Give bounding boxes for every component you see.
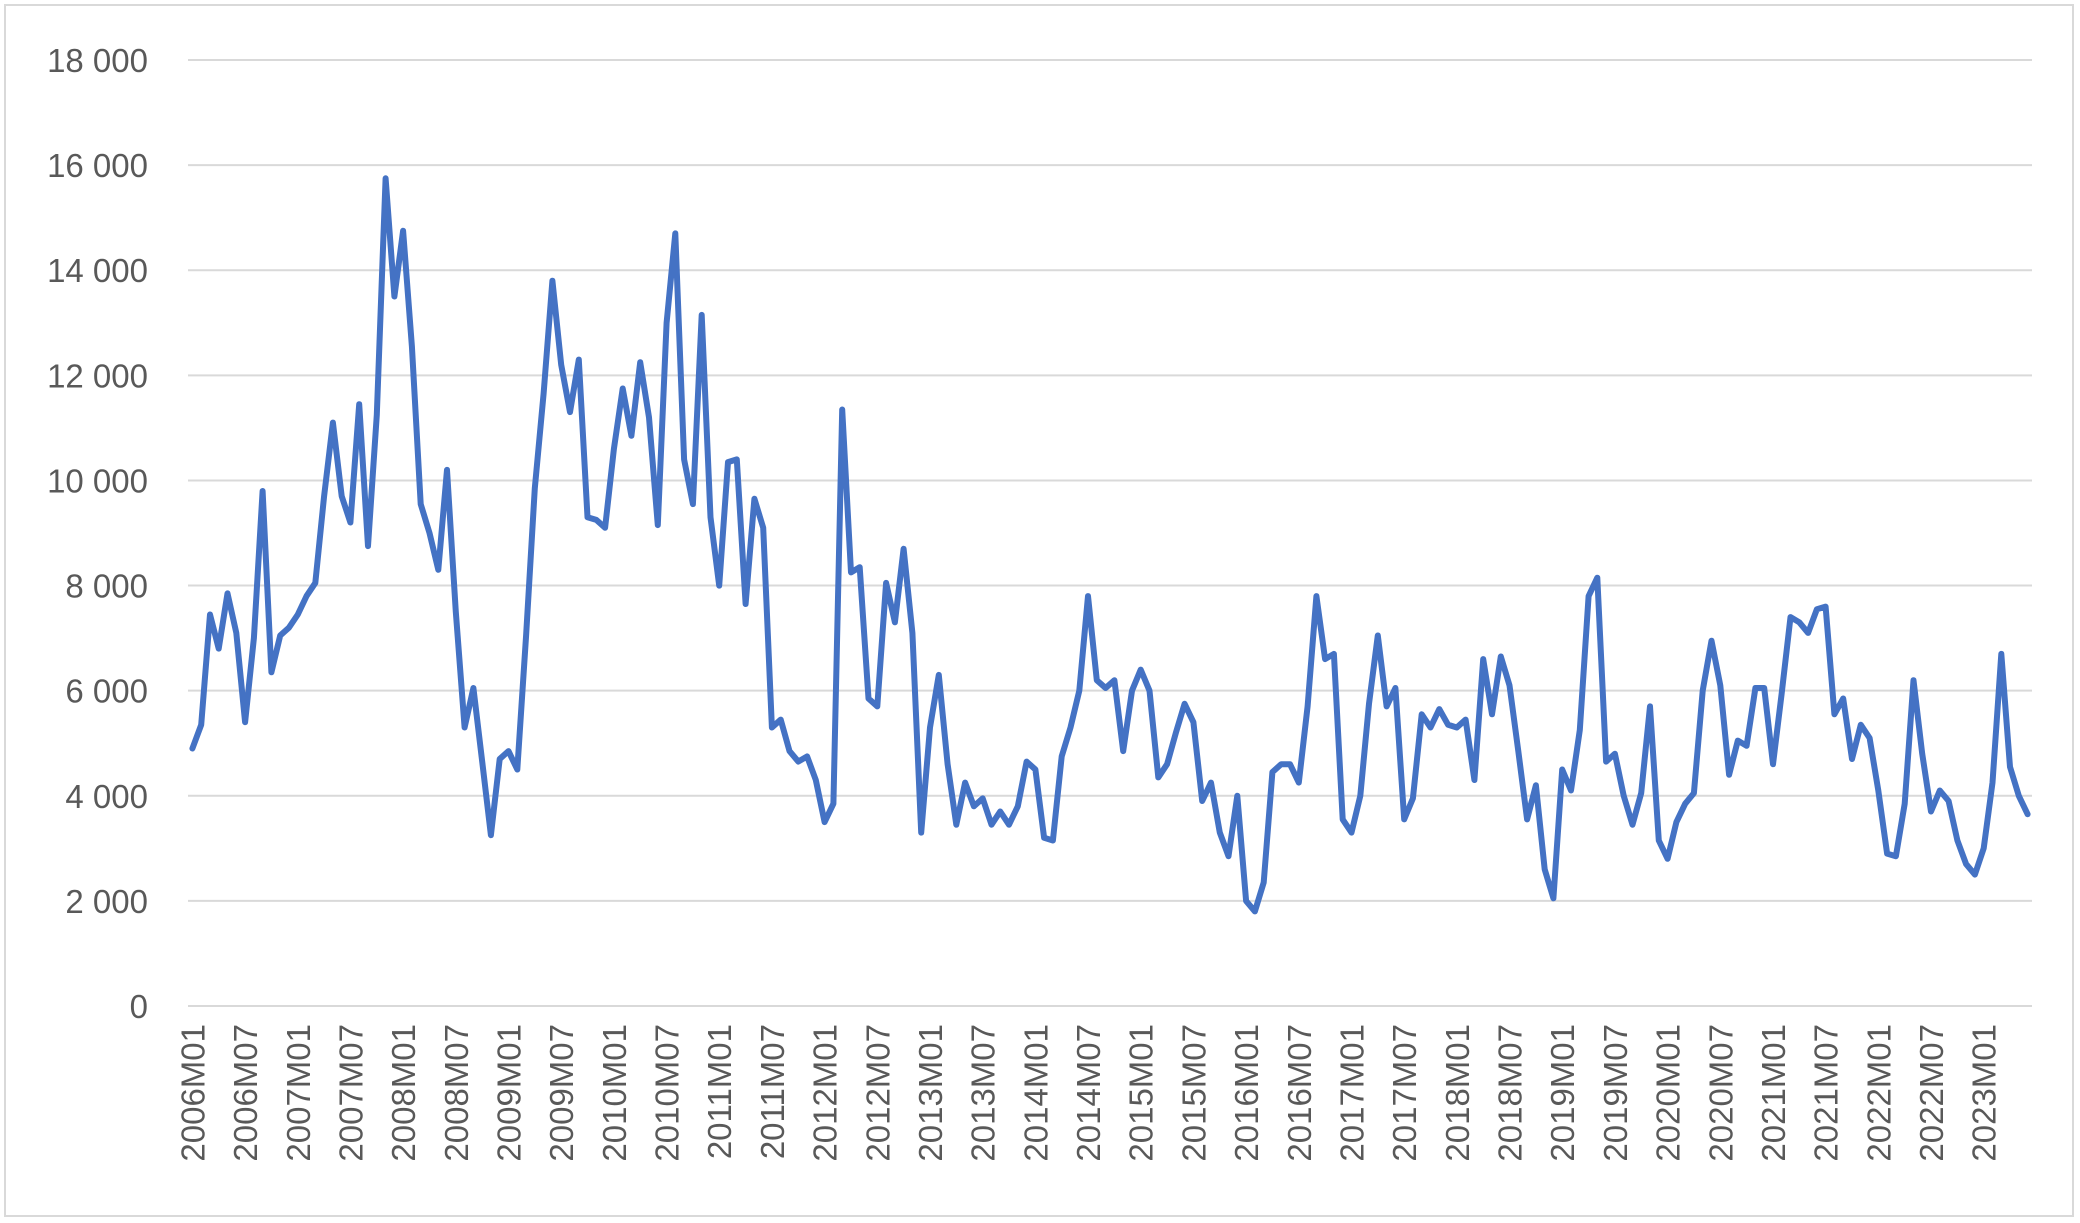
y-tick-label: 18 000 bbox=[47, 42, 148, 79]
y-tick-label: 2 000 bbox=[65, 883, 148, 920]
line-chart: 0 2 000 4 000 6 000 8 000 10 000 12 000 14 000 1… bbox=[47, 42, 2032, 1162]
chart-frame: 0 2 000 4 000 6 000 8 000 10 000 12 000 14 000 1… bbox=[4, 4, 2074, 1217]
x-tick-label: 2016M01 bbox=[1228, 1024, 1265, 1162]
y-tick-label: 14 000 bbox=[47, 252, 148, 289]
x-tick-label: 2011M01 bbox=[701, 1024, 738, 1159]
y-tick-label: 4 000 bbox=[65, 778, 148, 815]
x-axis-ticks: 2006M01 2006M07 2007M01 2007M07 2008M01 2008M… bbox=[174, 1024, 2002, 1162]
x-tick-label: 2006M07 bbox=[227, 1024, 264, 1162]
y-tick-label: 16 000 bbox=[47, 147, 148, 184]
y-tick-label: 12 000 bbox=[47, 357, 148, 394]
x-tick-label: 2012M01 bbox=[807, 1024, 844, 1162]
y-axis-ticks: 0 2 000 4 000 6 000 8 000 10 000 12 000 14 000 1… bbox=[47, 42, 148, 1025]
series bbox=[189, 175, 2031, 915]
x-tick-label: 2020M07 bbox=[1702, 1024, 1739, 1162]
x-tick-label: 2008M01 bbox=[385, 1024, 422, 1162]
y-tick-label: 10 000 bbox=[47, 462, 148, 499]
y-tick-label: 8 000 bbox=[65, 568, 148, 605]
x-tick-label: 2022M07 bbox=[1913, 1024, 1950, 1162]
x-tick-label: 2021M07 bbox=[1808, 1024, 1845, 1162]
x-tick-label: 2010M07 bbox=[649, 1024, 686, 1162]
x-tick-label: 2017M01 bbox=[1333, 1024, 1370, 1162]
x-tick-label: 2015M07 bbox=[1175, 1024, 1212, 1162]
x-tick-label: 2015M01 bbox=[1123, 1024, 1160, 1162]
x-tick-label: 2011M07 bbox=[754, 1024, 791, 1159]
x-tick-label: 2021M01 bbox=[1755, 1024, 1792, 1162]
x-tick-label: 2018M07 bbox=[1492, 1024, 1529, 1162]
series-line bbox=[189, 175, 2031, 915]
x-tick-label: 2006M01 bbox=[174, 1024, 211, 1162]
gridlines bbox=[188, 59, 2032, 1007]
y-tick-label: 6 000 bbox=[65, 673, 148, 710]
x-tick-label: 2009M07 bbox=[543, 1024, 580, 1162]
x-tick-label: 2022M01 bbox=[1860, 1024, 1897, 1162]
x-tick-label: 2013M07 bbox=[965, 1024, 1002, 1162]
x-tick-label: 2019M07 bbox=[1597, 1024, 1634, 1162]
x-tick-label: 2014M01 bbox=[1017, 1024, 1054, 1162]
x-tick-label: 2008M07 bbox=[438, 1024, 475, 1162]
x-tick-label: 2009M01 bbox=[491, 1024, 528, 1162]
x-tick-label: 2007M01 bbox=[280, 1024, 317, 1162]
x-tick-label: 2017M07 bbox=[1386, 1024, 1423, 1162]
x-tick-label: 2019M01 bbox=[1544, 1024, 1581, 1162]
x-tick-label: 2012M07 bbox=[859, 1024, 896, 1162]
x-tick-label: 2007M07 bbox=[332, 1024, 369, 1162]
x-tick-label: 2010M01 bbox=[596, 1024, 633, 1162]
x-tick-label: 2013M01 bbox=[912, 1024, 949, 1162]
x-tick-label: 2016M07 bbox=[1281, 1024, 1318, 1162]
y-tick-label: 0 bbox=[130, 988, 148, 1025]
x-tick-label: 2018M01 bbox=[1439, 1024, 1476, 1162]
x-tick-label: 2020M01 bbox=[1650, 1024, 1687, 1162]
x-tick-label: 2014M07 bbox=[1070, 1024, 1107, 1162]
x-tick-label: 2023M01 bbox=[1966, 1024, 2003, 1162]
